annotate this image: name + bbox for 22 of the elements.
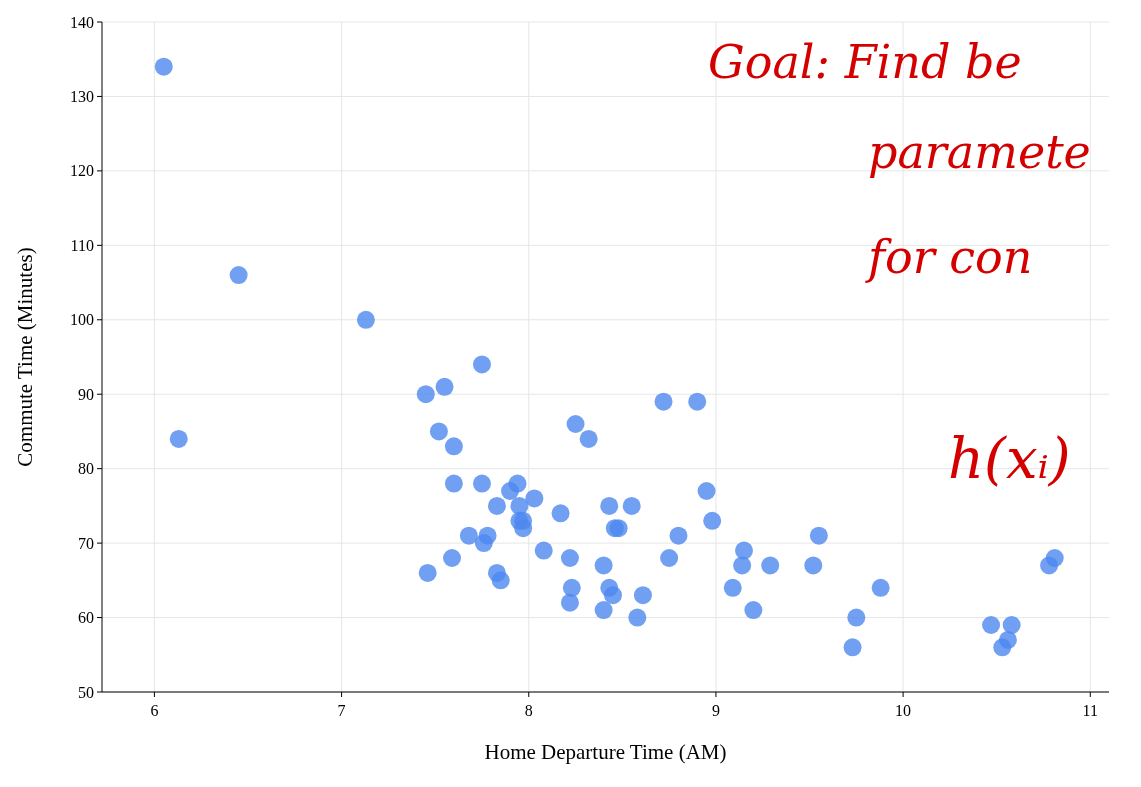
- annotation: paramete: [868, 125, 1091, 179]
- y-tick-label: 140: [70, 13, 94, 31]
- annotation: for con: [865, 230, 1033, 284]
- y-tick-label: 90: [78, 385, 94, 403]
- x-tick-label: 9: [711, 702, 720, 719]
- y-tick-label: 100: [70, 311, 94, 329]
- x-tick-label: 6: [150, 702, 159, 719]
- y-tick-label: 120: [70, 162, 94, 180]
- x-tick-label: 11: [1082, 702, 1098, 719]
- y-tick-label: 130: [70, 88, 94, 106]
- annotation: Goal: Find be: [708, 35, 1022, 89]
- y-axis-title: Commute Time (Minutes): [13, 247, 37, 467]
- x-axis-title: Home Departure Time (AM): [484, 740, 727, 764]
- annotation: h(xᵢ): [948, 426, 1071, 491]
- y-tick-label: 70: [78, 534, 94, 552]
- x-tick-label: 7: [337, 702, 346, 719]
- x-tick-label: 8: [524, 702, 533, 719]
- x-tick-label: 10: [895, 702, 912, 719]
- y-tick-label: 60: [78, 609, 94, 627]
- y-tick-label: 110: [70, 236, 94, 254]
- y-tick-label: 50: [78, 683, 94, 701]
- y-tick-label: 80: [78, 460, 94, 478]
